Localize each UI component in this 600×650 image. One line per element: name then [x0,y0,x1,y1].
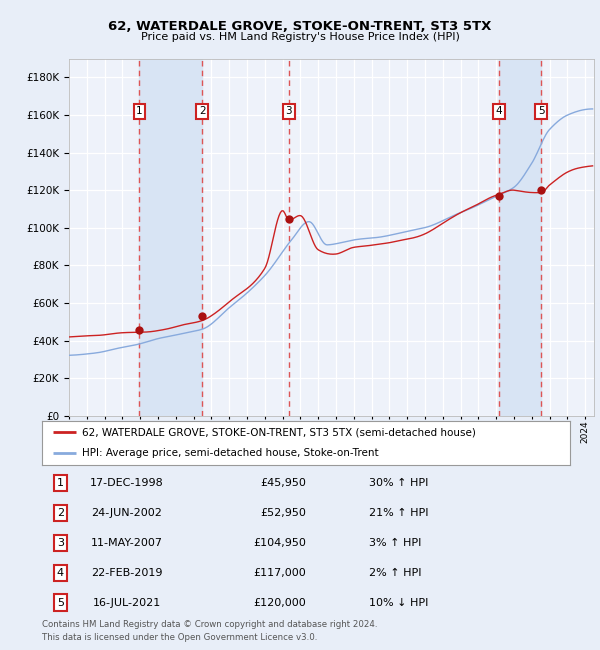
Text: 62, WATERDALE GROVE, STOKE-ON-TRENT, ST3 5TX: 62, WATERDALE GROVE, STOKE-ON-TRENT, ST3… [109,20,491,32]
Text: £52,950: £52,950 [260,508,306,518]
Text: 22-FEB-2019: 22-FEB-2019 [91,567,162,578]
Bar [499,58,541,416]
Text: 1: 1 [136,106,143,116]
Text: 11-MAY-2007: 11-MAY-2007 [91,538,163,548]
Text: 4: 4 [57,567,64,578]
Text: HPI: Average price, semi-detached house, Stoke-on-Trent: HPI: Average price, semi-detached house,… [82,448,378,458]
Text: 3% ↑ HPI: 3% ↑ HPI [370,538,422,548]
Text: Contains HM Land Registry data © Crown copyright and database right 2024.: Contains HM Land Registry data © Crown c… [42,620,377,629]
Text: 5: 5 [57,597,64,608]
Text: 3: 3 [286,106,292,116]
Text: £117,000: £117,000 [253,567,306,578]
Text: This data is licensed under the Open Government Licence v3.0.: This data is licensed under the Open Gov… [42,633,317,642]
Text: 5: 5 [538,106,545,116]
Text: 30% ↑ HPI: 30% ↑ HPI [370,478,429,488]
Text: 21% ↑ HPI: 21% ↑ HPI [370,508,429,518]
Text: 2% ↑ HPI: 2% ↑ HPI [370,567,422,578]
Text: 10% ↓ HPI: 10% ↓ HPI [370,597,429,608]
Text: 17-DEC-1998: 17-DEC-1998 [89,478,163,488]
Text: 62, WATERDALE GROVE, STOKE-ON-TRENT, ST3 5TX (semi-detached house): 62, WATERDALE GROVE, STOKE-ON-TRENT, ST3… [82,428,475,437]
Bar [139,58,202,416]
Text: 3: 3 [57,538,64,548]
Text: £104,950: £104,950 [253,538,306,548]
Text: 4: 4 [495,106,502,116]
Text: 1: 1 [57,478,64,488]
Text: 2: 2 [199,106,205,116]
Text: £45,950: £45,950 [260,478,306,488]
Text: £120,000: £120,000 [253,597,306,608]
Text: 16-JUL-2021: 16-JUL-2021 [92,597,161,608]
Text: 2: 2 [57,508,64,518]
Text: Price paid vs. HM Land Registry's House Price Index (HPI): Price paid vs. HM Land Registry's House … [140,32,460,42]
Text: 24-JUN-2002: 24-JUN-2002 [91,508,162,518]
